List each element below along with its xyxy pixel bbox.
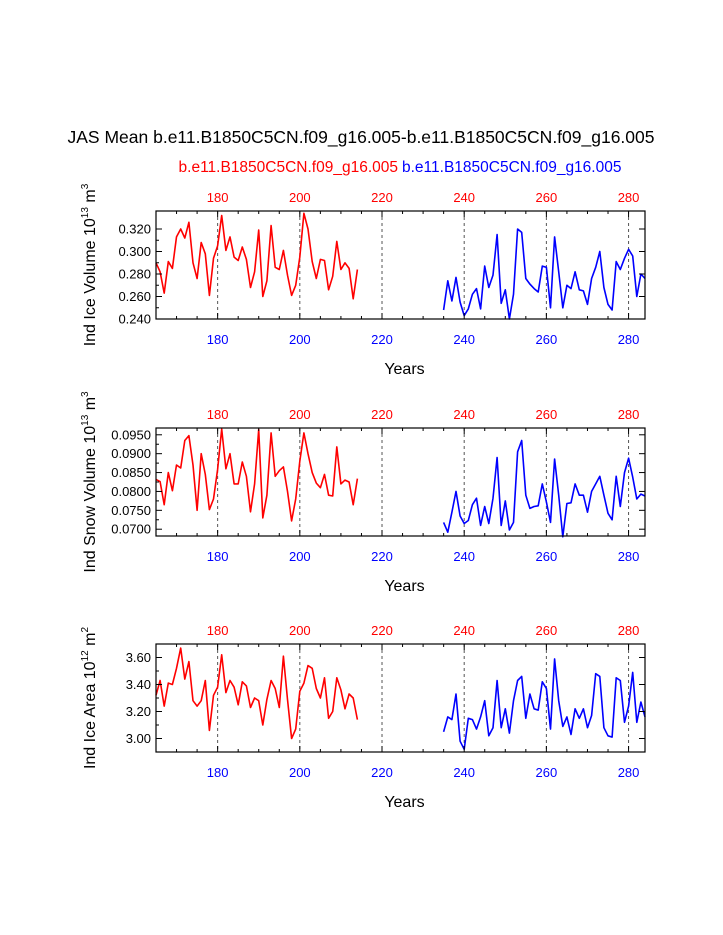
case-label-red: b.e11.B1850C5CN.f09_g16.005 — [179, 159, 398, 176]
ytick-label: 3.20 — [126, 704, 151, 719]
xtick-bottom-label: 200 — [289, 332, 311, 347]
y-axis-label: Ind Snow Volume 1013 m3 — [80, 391, 99, 573]
xtick-bottom-label: 280 — [618, 332, 640, 347]
plot-frame — [155, 643, 646, 753]
xtick-bottom-label: 220 — [371, 332, 393, 347]
xtick-bottom-label: 240 — [453, 332, 475, 347]
xtick-top-label: 240 — [453, 190, 475, 205]
xtick-bottom-label: 240 — [453, 765, 475, 780]
xtick-top-label: 220 — [371, 190, 393, 205]
xtick-bottom-label: 280 — [618, 549, 640, 564]
ytick-label: 0.240 — [118, 312, 151, 327]
ytick-label: 0.0850 — [111, 465, 151, 480]
xtick-top-label: 220 — [371, 407, 393, 422]
xtick-bottom-label: 180 — [207, 332, 229, 347]
panel-1: 0.240 0.260 0.280 0.300 0.320 180 200 220 240 260… — [80, 183, 646, 378]
case-label-blue: b.e11.B1850C5CN.f09_g16.005 — [402, 159, 621, 176]
ytick-label: 0.0950 — [111, 427, 151, 442]
ytick-label: 0.0750 — [111, 503, 151, 518]
xtick-bottom-label: 180 — [207, 549, 229, 564]
xtick-bottom-label: 200 — [289, 549, 311, 564]
xtick-top-label: 180 — [207, 623, 229, 638]
y-axis-label: Ind Ice Volume 1013 m3 — [80, 183, 99, 346]
ytick-label: 0.0900 — [111, 446, 151, 461]
xtick-bottom-label: 280 — [618, 765, 640, 780]
xtick-top-label: 280 — [618, 623, 640, 638]
xtick-top-label: 240 — [453, 407, 475, 422]
series-red-line — [155, 212, 359, 300]
xtick-bottom-label: 260 — [536, 549, 558, 564]
figure-title: JAS Mean b.e11.B1850C5CN.f09_g16.005-b.e… — [68, 127, 655, 148]
ytick-label: 0.260 — [118, 289, 151, 304]
panel-3: 3.00 3.20 3.40 3.60 180 200 220 240 260 280 180 200… — [80, 623, 646, 811]
xtick-bottom-label: 260 — [536, 332, 558, 347]
ytick-label: 0.320 — [118, 222, 151, 237]
plot-frame — [155, 210, 646, 320]
ytick-label: 3.60 — [126, 650, 151, 665]
ytick-label: 0.0800 — [111, 484, 151, 499]
xtick-top-label: 220 — [371, 623, 393, 638]
xtick-bottom-label: 220 — [371, 549, 393, 564]
xtick-bottom-label: 220 — [371, 765, 393, 780]
xtick-top-label: 200 — [289, 623, 311, 638]
xtick-top-label: 240 — [453, 623, 475, 638]
ytick-label: 3.40 — [126, 677, 151, 692]
y-axis-label: Ind Ice Area 1012 m2 — [80, 627, 99, 770]
xtick-bottom-label: 200 — [289, 765, 311, 780]
x-axis-label: Years — [384, 361, 424, 378]
ytick-label: 0.300 — [118, 244, 151, 259]
xtick-top-label: 280 — [618, 407, 640, 422]
xtick-top-label: 260 — [536, 407, 558, 422]
xtick-top-label: 180 — [207, 190, 229, 205]
series-blue-line — [442, 439, 646, 538]
xtick-top-label: 180 — [207, 407, 229, 422]
xtick-bottom-label: 240 — [453, 549, 475, 564]
xtick-bottom-label: 260 — [536, 765, 558, 780]
ytick-label: 3.00 — [126, 731, 151, 746]
xtick-top-label: 200 — [289, 190, 311, 205]
series-blue-line — [442, 228, 646, 320]
plot-frame — [155, 427, 646, 537]
x-axis-label: Years — [384, 794, 424, 811]
xtick-top-label: 280 — [618, 190, 640, 205]
xtick-top-label: 260 — [536, 190, 558, 205]
ytick-label: 0.280 — [118, 267, 151, 282]
series-red-line — [155, 428, 359, 522]
xtick-top-label: 200 — [289, 407, 311, 422]
xtick-top-label: 260 — [536, 623, 558, 638]
xtick-bottom-label: 180 — [207, 765, 229, 780]
series-red-line — [155, 647, 359, 740]
panel-2: 0.0700 0.0750 0.0800 0.0850 0.0900 0.0950 180 2… — [80, 391, 646, 595]
ytick-label: 0.0700 — [111, 522, 151, 537]
x-axis-label: Years — [384, 578, 424, 595]
series-blue-line — [442, 658, 646, 751]
